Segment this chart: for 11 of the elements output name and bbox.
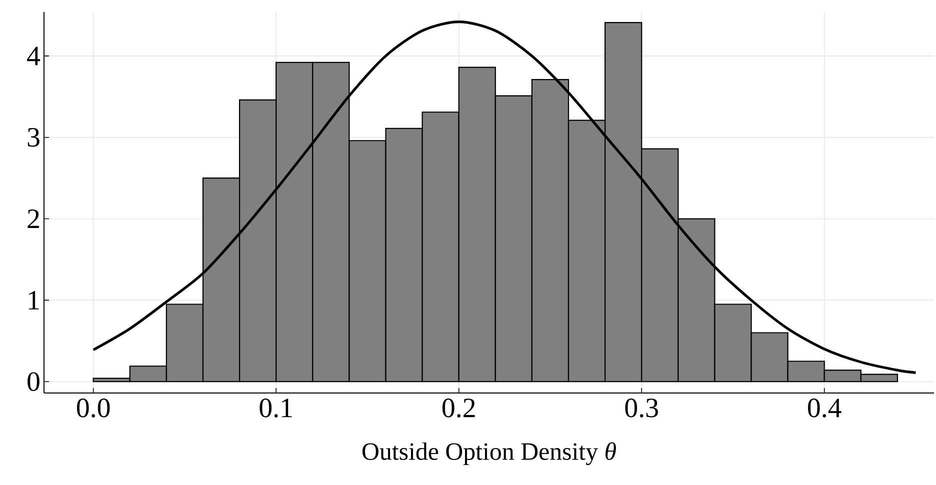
y-tick-label: 1 bbox=[28, 290, 39, 310]
x-tick-label: 0.3 bbox=[625, 398, 658, 418]
y-tick-label: 0 bbox=[28, 372, 40, 392]
y-tick-label: 2 bbox=[28, 210, 39, 228]
x-tick-label: 0.4 bbox=[808, 398, 842, 418]
y-tick-label: 3 bbox=[28, 128, 40, 147]
x-axis-title: Outside Option Density θ bbox=[362, 442, 616, 466]
x-tick-label: 0.1 bbox=[260, 398, 292, 418]
x-tick-label: 0.2 bbox=[442, 398, 475, 418]
y-tick-label: 4 bbox=[27, 46, 40, 66]
x-tick-label: 0.0 bbox=[76, 398, 110, 418]
